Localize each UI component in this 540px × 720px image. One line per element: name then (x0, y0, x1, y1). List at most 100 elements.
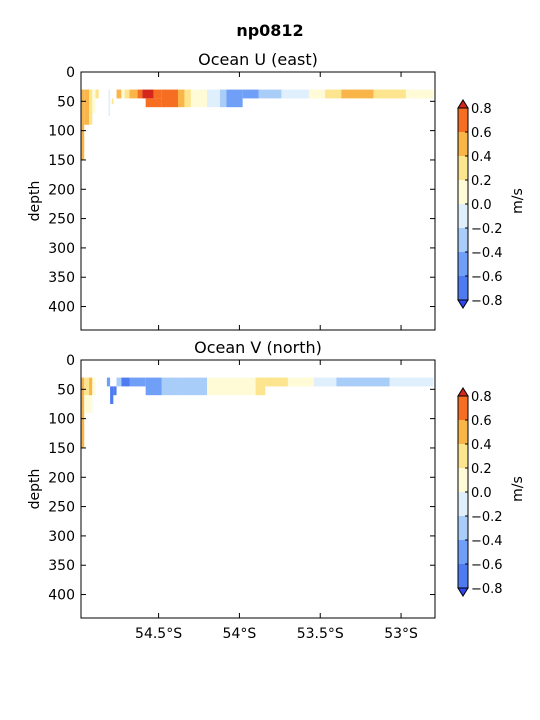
heatmap-cell (137, 89, 143, 99)
y-tick-label: 300 (48, 529, 75, 545)
y-tick-label: 400 (48, 300, 75, 316)
heatmap-cell (84, 395, 93, 413)
x-tick-label: 53.5°S (297, 626, 344, 642)
colorbar-extend-max (457, 99, 469, 109)
heatmap-cell (161, 377, 178, 396)
heatmap-cell (145, 377, 162, 396)
colorbar-tick-label: 0.4 (471, 438, 492, 453)
heatmap-cell (373, 89, 406, 99)
colorbar-extend-max (457, 387, 469, 397)
heatmap-cell (89, 377, 93, 396)
y-tick-label: 150 (48, 153, 75, 169)
x-axis-ticks: 54.5°S 54°S 53.5°S 53°S (135, 360, 418, 642)
colorbar-tick-label: 0.2 (471, 462, 492, 477)
colorbar-segment (458, 420, 468, 444)
y-axis-label: depth (27, 181, 43, 222)
y-tick-label: 250 (48, 212, 75, 228)
y-axis-label: depth (27, 469, 43, 510)
heatmap-cell (287, 377, 314, 387)
colorbar-tick-label: −0.8 (471, 294, 503, 309)
heatmap-cell (242, 89, 259, 99)
heatmap-cell (116, 377, 122, 387)
heatmap-cells (81, 89, 434, 160)
colorbar-tick-label: −0.4 (471, 534, 503, 549)
colorbar-segment (458, 252, 468, 276)
plot-frame (80, 71, 436, 331)
heatmap-cell (95, 89, 99, 99)
colorbar-segment (458, 396, 468, 420)
colorbar-tick-label: −0.6 (471, 558, 503, 573)
y-axis-ticks: 0 50 100 150 200 250 300 350 400 (48, 353, 435, 604)
heatmap-cell (153, 89, 162, 99)
colorbar-segment (458, 156, 468, 180)
colorbar-tick-label: 0.2 (471, 174, 492, 189)
heatmap-cell (110, 386, 114, 404)
heatmap-cell (207, 89, 221, 108)
heatmap-cell (341, 89, 374, 99)
colorbar-tick-label: 0.4 (471, 150, 492, 165)
y-tick-label: 100 (48, 124, 75, 140)
colorbar-segment (458, 564, 468, 588)
heatmap-cell (313, 377, 337, 387)
colorbar-tick-label: 0.8 (471, 102, 492, 117)
heatmap-cell (177, 377, 208, 396)
colorbar-segment (458, 228, 468, 252)
heatmap-cell (121, 377, 130, 387)
y-tick-label: 350 (48, 558, 75, 574)
colorbar-tick-label: −0.2 (471, 510, 503, 525)
heatmap-cell (389, 377, 434, 387)
heatmap-cell (81, 377, 85, 448)
colorbar-segment (458, 132, 468, 156)
heatmap-cell (106, 377, 111, 387)
heatmap-cell (226, 89, 243, 108)
heatmap-cell (281, 89, 309, 99)
panel-ocean-u: Ocean U (east) 050100150200250300350400 … (27, 50, 526, 331)
x-axis-ticks (158, 72, 402, 330)
heatmap-cell (145, 98, 162, 108)
heatmap-cell (220, 89, 227, 108)
y-tick-label: 50 (57, 382, 75, 398)
heatmap-cell (92, 377, 96, 396)
heatmap-cell (336, 377, 390, 387)
colorbar-segment (458, 540, 468, 564)
heatmap-cell (129, 89, 138, 99)
colorbar-segment (458, 468, 468, 492)
heatmap-cell (84, 377, 90, 396)
y-tick-label: 0 (66, 353, 75, 369)
heatmap-cell (84, 89, 90, 125)
colorbar-tick-label: −0.8 (471, 582, 503, 597)
heatmap-cell (121, 89, 125, 99)
y-tick-label: 0 (66, 65, 75, 81)
colorbar-segment (458, 108, 468, 132)
heatmap-cell (325, 89, 342, 99)
colorbar-segment (458, 180, 468, 204)
heatmap-cell (111, 98, 114, 105)
colorbar-tick-label: −0.4 (471, 246, 503, 261)
heatmap-cell (405, 89, 434, 99)
x-tick-label: 53°S (384, 626, 418, 642)
colorbar-tick-label: 0.6 (471, 414, 492, 429)
panel-ocean-v: Ocean V (north) 0 50 100 150 200 250 300 350 400… (27, 338, 526, 642)
heatmap-cell (265, 377, 288, 387)
heatmap-cell (108, 89, 111, 116)
colorbar-segment (458, 516, 468, 540)
heatmap-cell (129, 377, 146, 387)
colorbar-tick-label: 0.8 (471, 390, 492, 405)
x-tick-label: 54°S (223, 626, 257, 642)
plot-frame (80, 359, 436, 619)
y-tick-label: 250 (48, 500, 75, 516)
heatmap-cell (184, 89, 191, 108)
colorbar-tick-label: −0.6 (471, 270, 503, 285)
colorbar-extend-min (457, 299, 469, 309)
heatmap-cell (190, 89, 208, 108)
heatmap-cell (161, 89, 178, 108)
heatmap-cell (239, 377, 256, 396)
heatmap-cell (255, 377, 266, 396)
colorbar: 0.8 0.6 0.4 0.2 0.0 −0.2 −0.4 −0.6 −0.8 (457, 99, 503, 309)
heatmap-cell (92, 89, 96, 114)
figure-suptitle: np0812 (236, 21, 303, 40)
heatmap-cell (89, 89, 93, 125)
panel-title: Ocean U (east) (198, 50, 318, 69)
heatmap-cell (207, 377, 240, 396)
